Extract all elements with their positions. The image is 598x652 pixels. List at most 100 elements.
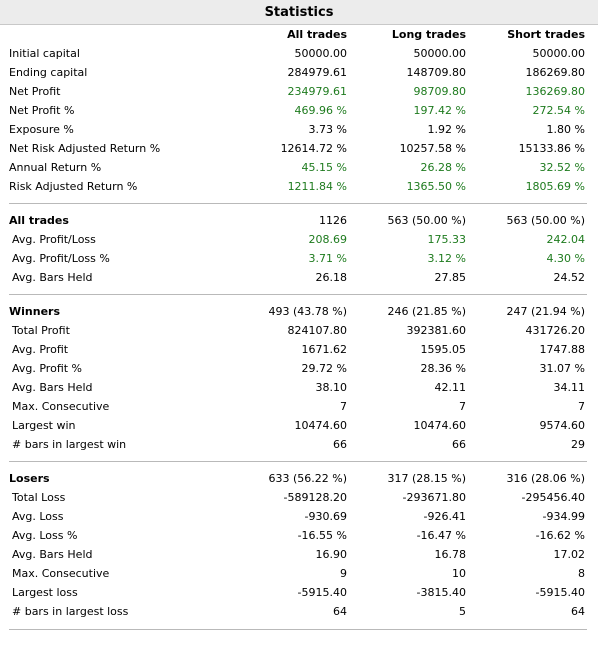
value-all-trades: 469.96 % [294, 104, 347, 117]
table-row[interactable]: Avg. Loss -930.69 -926.41 -934.99 [0, 507, 598, 526]
value-all-trades: -5915.40 [297, 586, 347, 599]
value-short-trades: 17.02 [553, 548, 586, 561]
table-row[interactable]: Annual Return % 45.15 % 26.28 % 32.52 % [0, 158, 598, 177]
table-row[interactable]: Ending capital 284979.61 148709.80 186269.8… [0, 63, 598, 82]
value-long-trades: 246 (21.85 %) [387, 305, 466, 318]
value-all-trades: 38.10 [315, 381, 348, 394]
row-label: Avg. Loss % [12, 529, 78, 542]
value-long-trades: 392381.60 [406, 324, 467, 337]
table-row[interactable]: Avg. Bars Held 16.90 16.78 17.02 [0, 545, 598, 564]
table-row[interactable]: Avg. Profit % 29.72 % 28.36 % 31.07 % [0, 359, 598, 378]
value-all-trades: 1126 [319, 214, 347, 227]
table-row[interactable]: Avg. Bars Held 38.10 42.11 34.11 [0, 378, 598, 397]
value-long-trades: 5 [459, 605, 466, 618]
value-long-trades: 1.92 % [427, 123, 466, 136]
section-header-row[interactable]: Winners 493 (43.78 %) 246 (21.85 %) 247 (21… [0, 302, 598, 321]
value-short-trades: -295456.40 [521, 491, 585, 504]
value-long-trades: 1365.50 % [406, 180, 466, 193]
value-short-trades: 1.80 % [546, 123, 585, 136]
row-label: Initial capital [9, 47, 80, 60]
value-all-trades: 10474.60 [294, 419, 348, 432]
value-long-trades: 27.85 [434, 271, 467, 284]
section-header-label: All trades [9, 214, 69, 227]
table-row[interactable]: Initial capital 50000.00 50000.00 50000.00 [0, 44, 598, 63]
table-row[interactable]: Exposure % 3.73 % 1.92 % 1.80 % [0, 120, 598, 139]
value-long-trades: -16.47 % [416, 529, 466, 542]
value-long-trades: 10474.60 [413, 419, 467, 432]
value-long-trades: 148709.80 [406, 66, 467, 79]
table-row[interactable]: Net Risk Adjusted Return % 12614.72 % 1025… [0, 139, 598, 158]
table-row[interactable]: # bars in largest loss 64 5 64 [0, 602, 598, 621]
value-all-trades: 9 [340, 567, 347, 580]
value-long-trades: 16.78 [434, 548, 467, 561]
value-all-trades: 12614.72 % [280, 142, 347, 155]
column-header-long-trades[interactable]: Long trades [391, 28, 466, 41]
value-all-trades: 1671.62 [301, 343, 348, 356]
column-header-all-trades[interactable]: All trades [287, 28, 347, 41]
value-short-trades: -5915.40 [535, 586, 585, 599]
table-row[interactable]: Largest loss -5915.40 -3815.40 -5915.40 [0, 583, 598, 602]
value-short-trades: 24.52 [553, 271, 586, 284]
value-all-trades: 26.18 [315, 271, 348, 284]
row-label: Risk Adjusted Return % [9, 180, 138, 193]
value-short-trades: 136269.80 [525, 85, 586, 98]
table-row[interactable]: # bars in largest win 66 66 29 [0, 435, 598, 454]
table-row[interactable]: Max. Consecutive 9 10 8 [0, 564, 598, 583]
value-short-trades: 1747.88 [539, 343, 586, 356]
value-all-trades: 1211.84 % [287, 180, 347, 193]
table-row[interactable]: Avg. Bars Held 26.18 27.85 24.52 [0, 268, 598, 287]
section-divider [9, 461, 587, 462]
value-all-trades: 633 (56.22 %) [268, 472, 347, 485]
value-all-trades: 208.69 [308, 233, 348, 246]
value-short-trades: -16.62 % [535, 529, 585, 542]
row-label: Total Profit [12, 324, 70, 337]
row-label: Avg. Profit/Loss [12, 233, 96, 246]
row-label: Avg. Bars Held [12, 271, 93, 284]
value-all-trades: -16.55 % [297, 529, 347, 542]
row-label: Avg. Loss [12, 510, 64, 523]
section-header-row[interactable]: Losers 633 (56.22 %) 317 (28.15 %) 316 (28.… [0, 469, 598, 488]
section-header-label: Losers [9, 472, 50, 485]
row-label: # bars in largest loss [12, 605, 129, 618]
section-header-row[interactable]: All trades 1126 563 (50.00 %) 563 (50.00 %) [0, 211, 598, 230]
table-row[interactable]: Largest win 10474.60 10474.60 9574.60 [0, 416, 598, 435]
value-long-trades: -3815.40 [416, 586, 466, 599]
value-short-trades: 7 [578, 400, 585, 413]
value-short-trades: 50000.00 [532, 47, 586, 60]
value-short-trades: 15133.86 % [518, 142, 585, 155]
table-row[interactable]: Avg. Profit/Loss % 3.71 % 3.12 % 4.30 % [0, 249, 598, 268]
row-label: Exposure % [9, 123, 74, 136]
table-row[interactable]: Total Profit 824107.80 392381.60 431726.20 [0, 321, 598, 340]
value-short-trades: 563 (50.00 %) [506, 214, 585, 227]
value-short-trades: 8 [578, 567, 585, 580]
value-long-trades: 26.28 % [420, 161, 466, 174]
table-row[interactable]: Avg. Profit/Loss 208.69 175.33 242.04 [0, 230, 598, 249]
value-short-trades: 34.11 [553, 381, 586, 394]
table-row[interactable]: Net Profit % 469.96 % 197.42 % 272.54 % [0, 101, 598, 120]
value-short-trades: 9574.60 [539, 419, 586, 432]
table-row[interactable]: Net Profit 234979.61 98709.80 136269.80 [0, 82, 598, 101]
value-long-trades: -926.41 [423, 510, 466, 523]
table-row[interactable]: Avg. Loss % -16.55 % -16.47 % -16.62 % [0, 526, 598, 545]
value-long-trades: 98709.80 [413, 85, 467, 98]
row-label: Annual Return % [9, 161, 102, 174]
row-label: Avg. Profit % [12, 362, 83, 375]
value-all-trades: -930.69 [304, 510, 347, 523]
value-long-trades: 175.33 [427, 233, 467, 246]
row-label: Net Risk Adjusted Return % [9, 142, 161, 155]
table-row[interactable]: Risk Adjusted Return % 1211.84 % 1365.50 %… [0, 177, 598, 196]
value-long-trades: 66 [452, 438, 466, 451]
table-row[interactable]: Avg. Profit 1671.62 1595.05 1747.88 [0, 340, 598, 359]
value-all-trades: 50000.00 [294, 47, 348, 60]
value-all-trades: 824107.80 [287, 324, 348, 337]
row-label: Max. Consecutive [12, 400, 110, 413]
column-header-short-trades[interactable]: Short trades [507, 28, 585, 41]
row-label: Net Profit [9, 85, 61, 98]
table-row[interactable]: Max. Consecutive 7 7 7 [0, 397, 598, 416]
value-all-trades: -589128.20 [283, 491, 347, 504]
value-long-trades: 1595.05 [420, 343, 467, 356]
value-all-trades: 234979.61 [287, 85, 348, 98]
section-divider [9, 294, 587, 295]
table-row[interactable]: Total Loss -589128.20 -293671.80 -295456.40 [0, 488, 598, 507]
value-short-trades: 247 (21.94 %) [506, 305, 585, 318]
